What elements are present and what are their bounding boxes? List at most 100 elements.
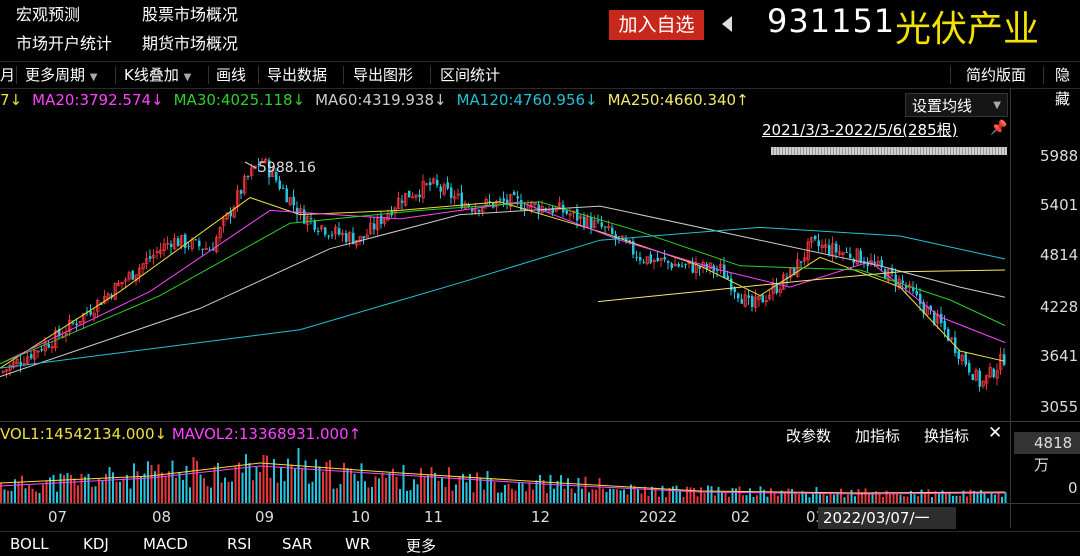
candle	[611, 227, 614, 234]
candle	[5, 369, 9, 372]
volume-bar	[836, 492, 839, 503]
candle	[730, 278, 733, 291]
ma-legend-item: MA120:4760.956↓	[456, 91, 598, 109]
candle	[299, 208, 303, 214]
candle	[275, 172, 278, 181]
candle	[1, 370, 5, 373]
volume-bar	[686, 486, 688, 503]
candle	[716, 269, 719, 271]
candle	[373, 223, 376, 230]
volume-bar	[553, 488, 555, 503]
candle	[173, 238, 177, 250]
candle	[513, 192, 516, 196]
candle	[768, 294, 772, 300]
volume-bar	[542, 479, 545, 503]
tab-boll[interactable]: BOLL	[10, 535, 49, 553]
candle	[198, 240, 201, 247]
date-range-label[interactable]: 2021/3/3-2022/5/6(285根)	[762, 121, 958, 139]
time-axis-tick: 08	[152, 508, 172, 526]
volume-bar	[0, 483, 2, 503]
candle	[222, 218, 226, 226]
volume-bar	[255, 467, 258, 503]
previous-stock-arrow-icon[interactable]	[722, 16, 732, 32]
kline-chart[interactable]	[0, 140, 1010, 421]
candle	[876, 260, 880, 265]
volume-bar	[140, 476, 142, 503]
volume-bar	[112, 472, 114, 503]
volume-bar	[14, 479, 16, 503]
volume-bar	[777, 495, 779, 503]
tab-more[interactable]: 更多	[406, 537, 437, 555]
switch-indicator-button[interactable]: 换指标	[924, 427, 970, 445]
close-icon[interactable]: ✕	[988, 423, 1003, 443]
candle	[915, 290, 918, 295]
tab-macd[interactable]: MACD	[143, 535, 188, 553]
candle	[691, 262, 694, 273]
volume-bar	[203, 478, 205, 503]
volume-bar	[171, 460, 174, 503]
volume-bar	[843, 497, 846, 503]
volume-bar	[126, 474, 128, 503]
export-data-button[interactable]: 导出数据	[267, 66, 328, 84]
change-params-button[interactable]: 改参数	[786, 427, 832, 445]
candle	[667, 260, 670, 263]
volume-bar	[857, 489, 860, 503]
link-account-statistics[interactable]: 市场开户统计	[16, 34, 113, 53]
chart-scrollbar[interactable]	[771, 147, 1007, 155]
volume-bar	[927, 489, 930, 503]
volume-bar	[7, 490, 9, 503]
link-macro-forecast[interactable]: 宏观预测	[16, 5, 81, 24]
volume-bar	[147, 461, 149, 503]
export-chart-button[interactable]: 导出图形	[353, 66, 414, 84]
volume-bar	[805, 492, 807, 503]
candle	[558, 202, 562, 210]
volume-chart[interactable]	[0, 448, 1010, 503]
volume-bar	[749, 488, 751, 503]
candle	[974, 369, 978, 381]
add-to-watchlist-button[interactable]: 加入自选	[609, 10, 704, 40]
simple-layout-button[interactable]: 简约版面	[966, 66, 1027, 84]
candle	[303, 209, 306, 224]
candle	[782, 274, 786, 290]
tab-wr[interactable]: WR	[345, 535, 371, 553]
pin-icon[interactable]: 📌	[990, 120, 1008, 136]
set-moving-average-button[interactable]: 设置均线 ▼	[905, 93, 1008, 117]
volume-bar	[350, 468, 352, 503]
tab-kdj[interactable]: KDJ	[83, 535, 109, 553]
volume-bar	[605, 491, 608, 503]
range-statistics-button[interactable]: 区间统计	[440, 66, 501, 84]
volume-bar	[822, 492, 825, 503]
candle	[985, 374, 989, 384]
candle	[463, 202, 467, 209]
volume-bar	[35, 491, 37, 503]
volume-bar	[129, 488, 132, 503]
candle	[814, 235, 817, 240]
volume-bar	[854, 496, 856, 503]
draw-line-button[interactable]: 画线	[216, 66, 247, 84]
volume-bar	[476, 472, 478, 503]
candle	[117, 282, 121, 287]
tab-sar[interactable]: SAR	[282, 535, 313, 553]
volume-bar	[794, 492, 797, 503]
volume-bar	[402, 464, 405, 503]
volume-bar	[448, 467, 450, 503]
volume-bar	[987, 498, 989, 503]
candle	[547, 209, 551, 213]
kline-overlay-button[interactable]: K线叠加 ▼	[124, 63, 191, 87]
add-indicator-button[interactable]: 加指标	[855, 427, 901, 445]
volume-bar	[756, 495, 758, 503]
candle	[460, 192, 463, 209]
link-stock-market-overview[interactable]: 股票市场概况	[142, 5, 239, 24]
candle	[478, 209, 481, 212]
candle	[708, 262, 712, 269]
more-periods-button[interactable]: 更多周期 ▼	[25, 63, 98, 87]
link-futures-market-overview[interactable]: 期货市场概况	[142, 34, 239, 53]
tab-rsi[interactable]: RSI	[227, 535, 252, 553]
volume-bar	[318, 466, 321, 503]
volume-bar	[276, 482, 279, 503]
price-axis-tick: 3641	[1040, 347, 1079, 365]
volume-bar	[938, 492, 940, 503]
period-month-button[interactable]: 月	[0, 66, 16, 84]
candle	[36, 350, 40, 353]
hide-button[interactable]: 隐藏	[1055, 66, 1071, 108]
